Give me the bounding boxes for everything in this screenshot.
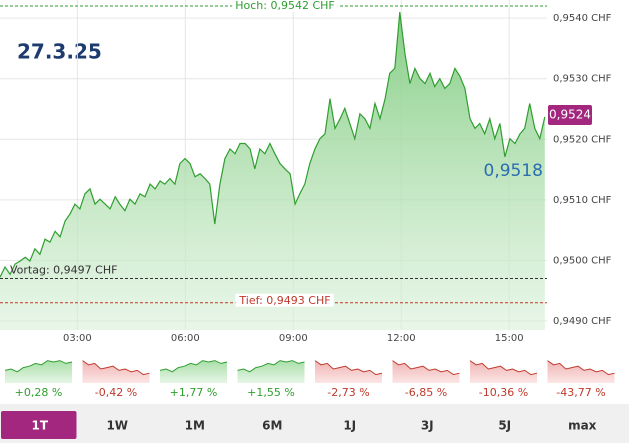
sparkline-area <box>392 360 460 383</box>
tab[interactable] <box>466 411 542 439</box>
sparkline-area <box>547 360 615 383</box>
tab[interactable] <box>156 411 232 439</box>
quote-value: 0,9518 <box>484 161 543 181</box>
period-change: -43,77 % <box>556 386 605 399</box>
tab[interactable] <box>1 411 77 439</box>
tab-label[interactable]: 3J <box>421 419 434 433</box>
x-tick-label: 12:00 <box>387 333 416 344</box>
sparkline <box>159 360 228 373</box>
tab[interactable] <box>78 411 155 439</box>
y-tick-label: 0,9500 CHF <box>553 255 612 266</box>
period-change: -2,73 % <box>327 386 369 399</box>
last-value-box <box>548 105 592 126</box>
y-tick-label: 0,9520 CHF <box>553 134 612 145</box>
tab-label[interactable]: 1J <box>343 419 356 433</box>
sparkline <box>392 360 460 376</box>
sparkline <box>469 360 538 376</box>
sparkline <box>237 360 305 373</box>
tab[interactable] <box>311 411 387 439</box>
period-change: +0,28 % <box>15 386 63 399</box>
sparkline-area <box>470 360 537 383</box>
sparkline-area <box>5 360 72 383</box>
sparkline-area <box>315 360 382 383</box>
y-tick-label: 0,9540 CHF <box>553 13 612 24</box>
tab-label[interactable]: max <box>568 419 597 433</box>
label-background <box>232 0 338 13</box>
reference-label: Vortag: 0,9497 CHF <box>10 264 117 277</box>
sparkline <box>547 360 615 376</box>
period-change: -0,42 % <box>95 386 137 399</box>
sparkline-area <box>160 360 227 383</box>
y-tick-label: 0,9490 CHF <box>553 316 612 327</box>
sparkline <box>314 360 383 376</box>
area <box>0 12 545 330</box>
line <box>0 12 546 278</box>
x-tick-label: 06:00 <box>171 333 200 344</box>
tab[interactable] <box>388 411 465 439</box>
period-change: -6,85 % <box>405 386 447 399</box>
tab-label[interactable]: 1W <box>106 419 128 433</box>
tab-label[interactable]: 5J <box>498 419 511 433</box>
x-tick-label: 09:00 <box>279 333 308 344</box>
y-tick-label: 0,9510 CHF <box>553 195 612 206</box>
period-change: +1,77 % <box>170 386 218 399</box>
period-change: +1,55 % <box>247 386 295 399</box>
tab[interactable] <box>233 411 310 439</box>
x-tick-label: 15:00 <box>495 333 524 344</box>
sparkline <box>4 360 73 373</box>
tab-label[interactable]: 6M <box>262 419 282 433</box>
sparkline-area <box>82 360 150 383</box>
reference-label: Hoch: 0,9542 CHF <box>235 0 335 12</box>
period-change: -10,36 % <box>479 386 528 399</box>
last-value-label: 0,9524 <box>549 108 591 122</box>
reference-label: Tief: 0,9493 CHF <box>238 294 330 307</box>
date: 27.3.25 <box>17 40 102 64</box>
tab-label[interactable]: 1T <box>31 419 48 433</box>
sparkline <box>82 360 150 376</box>
label-background <box>235 293 334 307</box>
tab-label[interactable]: 1M <box>185 419 205 433</box>
sparkline-area <box>237 360 305 383</box>
y-tick-label: 0,9530 CHF <box>553 74 612 85</box>
x-tick-label: 03:00 <box>63 333 92 344</box>
tab[interactable] <box>543 411 620 439</box>
